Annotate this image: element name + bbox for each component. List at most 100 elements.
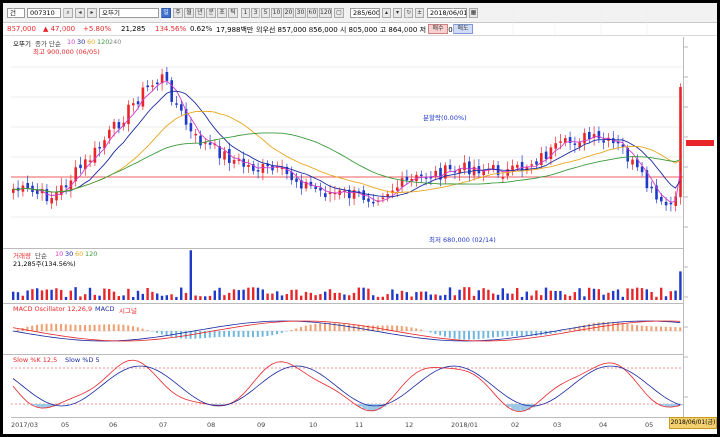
lock-icon[interactable]: ▢ xyxy=(334,8,344,18)
volume-bar xyxy=(592,288,596,300)
volume-bar xyxy=(247,287,250,300)
date-field[interactable]: 2018/06/01 xyxy=(427,8,467,18)
candle xyxy=(45,189,49,202)
tab-minute[interactable]: 분 xyxy=(206,8,216,18)
data-count-field[interactable]: 285/600 xyxy=(350,8,380,18)
interval-60[interactable]: 60 xyxy=(307,8,318,18)
count-up-icon[interactable]: ▴ xyxy=(382,8,391,18)
candle xyxy=(348,189,351,199)
volume-bar xyxy=(496,294,500,300)
interval-5[interactable]: 5 xyxy=(261,8,270,18)
tab-tick[interactable]: 틱 xyxy=(228,8,238,18)
candle xyxy=(127,104,130,125)
candle xyxy=(640,166,644,173)
tab-year[interactable]: 년 xyxy=(195,8,205,18)
candle xyxy=(468,161,471,175)
candle xyxy=(405,176,409,181)
candle xyxy=(266,163,269,167)
interval-30[interactable]: 30 xyxy=(295,8,306,18)
volume-bar xyxy=(501,288,504,300)
ma10-label: 10 xyxy=(67,38,76,46)
interval-120[interactable]: 120 xyxy=(319,8,332,18)
macd-histogram-bar xyxy=(640,325,643,331)
volume-bar xyxy=(540,295,543,300)
interval-1[interactable]: 1 xyxy=(241,8,250,18)
macd-histogram-bar xyxy=(170,331,173,337)
candle xyxy=(626,147,629,162)
x-axis-tick-label: 2018/01 xyxy=(451,421,479,429)
sell-button[interactable]: 매도 xyxy=(453,24,473,34)
volume-bar xyxy=(213,290,216,300)
volume-bar xyxy=(314,295,317,300)
volume-bar xyxy=(372,295,375,300)
volume-panel[interactable]: 거래량 단순 10 30 60 120 21,285주(134.56%) xyxy=(11,250,683,302)
panel-divider[interactable] xyxy=(3,354,717,355)
candle xyxy=(636,159,639,168)
volume-bar xyxy=(132,296,135,300)
volume-bar xyxy=(309,292,312,300)
volume-bar xyxy=(573,292,576,300)
volume-bar xyxy=(444,294,447,300)
macd-histogram-bar xyxy=(117,324,120,331)
candle xyxy=(597,131,601,139)
price-chart-panel[interactable]: 오뚜기 종가 단순 10 30 60 120 240 최고 900,000 (0… xyxy=(11,3,683,247)
volume-bar xyxy=(549,290,552,300)
oversold-fill xyxy=(31,404,36,406)
interval-20[interactable]: 20 xyxy=(283,8,294,18)
y-axis xyxy=(683,37,717,417)
candle xyxy=(55,192,58,201)
tab-month[interactable]: 월 xyxy=(184,8,194,18)
candle xyxy=(669,202,673,205)
volume-bar xyxy=(487,289,490,300)
candle xyxy=(660,196,663,202)
interval-10[interactable]: 10 xyxy=(271,8,282,18)
volume-bar xyxy=(679,271,682,300)
search-icon[interactable]: ⌕ xyxy=(63,8,73,18)
prev-arrow-icon[interactable]: ◂ xyxy=(75,8,85,18)
macd-histogram-bar xyxy=(410,327,413,331)
tab-week[interactable]: 주 xyxy=(173,8,183,18)
macd-histogram-bar xyxy=(108,324,110,331)
stochastic-panel[interactable]: Slow %K 12,5 Slow %D 5 xyxy=(11,356,684,416)
buy-button[interactable]: 매수 xyxy=(428,24,448,34)
candle xyxy=(482,170,485,176)
candle xyxy=(434,170,437,176)
candle xyxy=(108,129,111,139)
x-axis: 2017/03 05 06 07 08 09 10 11 12 2018/01 02 03 04 05 xyxy=(11,417,717,434)
macd-histogram-bar xyxy=(112,324,115,331)
chart-window: 건 007310 ⌕ ◂ ▸ 오뚜기 일 주 월 년 분 초 틱 1 3 5 1… xyxy=(3,3,717,434)
volume-rate: 134.56% xyxy=(155,25,187,33)
refresh-icon[interactable]: ↻ xyxy=(404,8,413,18)
tab-second[interactable]: 초 xyxy=(217,8,227,18)
interval-3[interactable]: 3 xyxy=(251,8,260,18)
volume-bar xyxy=(511,293,514,300)
volume-bar xyxy=(165,295,168,300)
volume-bar xyxy=(420,291,423,300)
panel-divider[interactable] xyxy=(3,303,717,304)
macd-histogram-bar xyxy=(362,325,365,331)
candle xyxy=(189,123,193,132)
stock-label: 오뚜기 xyxy=(13,40,31,48)
zoom-icon[interactable]: ± xyxy=(415,8,424,18)
macd-histogram-bar xyxy=(520,331,523,336)
macd-panel[interactable]: MACD Oscillator 12,26,9 MACD 시그널 xyxy=(11,305,683,353)
stock-name-field[interactable]: 오뚜기 xyxy=(99,8,159,18)
calendar-icon[interactable]: ▦ xyxy=(469,8,478,18)
volume-bar xyxy=(64,296,68,300)
candle xyxy=(535,161,538,165)
panel-divider[interactable] xyxy=(3,248,717,249)
stock-code-input[interactable]: 007310 xyxy=(27,8,61,18)
high-label: 최고 900,000 (06/05) xyxy=(33,48,100,56)
macd-histogram-bar xyxy=(559,331,562,332)
next-arrow-icon[interactable]: ▸ xyxy=(87,8,97,18)
ma120-label: 120 xyxy=(97,38,110,46)
volume-bar xyxy=(36,288,39,300)
volume-bar xyxy=(151,291,154,300)
candle xyxy=(218,146,221,159)
x-axis-tick-label: 10 xyxy=(309,421,318,429)
tab-day[interactable]: 일 xyxy=(161,8,171,18)
mode-select[interactable]: 건 xyxy=(7,8,25,18)
candle xyxy=(98,146,101,149)
count-down-icon[interactable]: ▾ xyxy=(393,8,402,18)
volume-bar xyxy=(367,288,370,300)
